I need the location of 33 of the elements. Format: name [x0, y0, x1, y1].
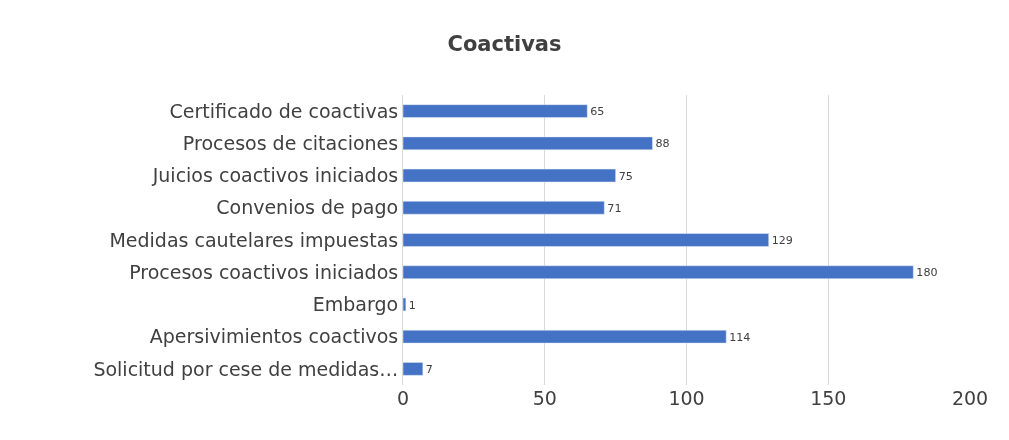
- data-label: 71: [607, 201, 622, 215]
- y-tick-label: Solicitud por cese de medidas…: [93, 357, 399, 380]
- y-tick-label: Procesos coactivos iniciados: [129, 260, 399, 283]
- bar: [403, 168, 616, 183]
- data-label: 65: [590, 105, 605, 119]
- data-label: 129: [771, 234, 793, 248]
- x-tick-label: 150: [810, 387, 847, 409]
- bar: [403, 104, 588, 118]
- chart-title: Coactivas: [447, 32, 562, 57]
- bar: [403, 265, 914, 279]
- x-tick-label: 0: [396, 387, 410, 409]
- y-tick-label: Certificado de coactivas: [169, 99, 399, 122]
- bar: [403, 233, 769, 247]
- data-label: 88: [655, 137, 670, 151]
- x-tick-label: 50: [532, 387, 557, 409]
- y-tick-label: Procesos de citaciones: [182, 131, 399, 154]
- y-tick-label: Convenios de pago: [216, 196, 399, 219]
- bar: [403, 297, 407, 312]
- data-label: 180: [916, 266, 938, 280]
- data-label: 1: [408, 298, 416, 312]
- y-tick-label: Apersivimientos coactivos: [149, 325, 399, 348]
- bar: [403, 136, 653, 151]
- data-label: 114: [729, 330, 751, 344]
- y-tick-label: Embargo: [312, 293, 399, 316]
- bar: [403, 201, 605, 215]
- y-tick-label: Juicios coactivos iniciados: [151, 164, 399, 187]
- y-tick-label: Medidas cautelares impuestas: [109, 228, 399, 251]
- bar: [403, 329, 727, 344]
- x-tick-label: 100: [668, 387, 705, 409]
- bar: [403, 362, 424, 376]
- x-tick-label: 200: [951, 387, 989, 409]
- data-label: 75: [618, 169, 633, 183]
- data-label: 7: [425, 362, 433, 376]
